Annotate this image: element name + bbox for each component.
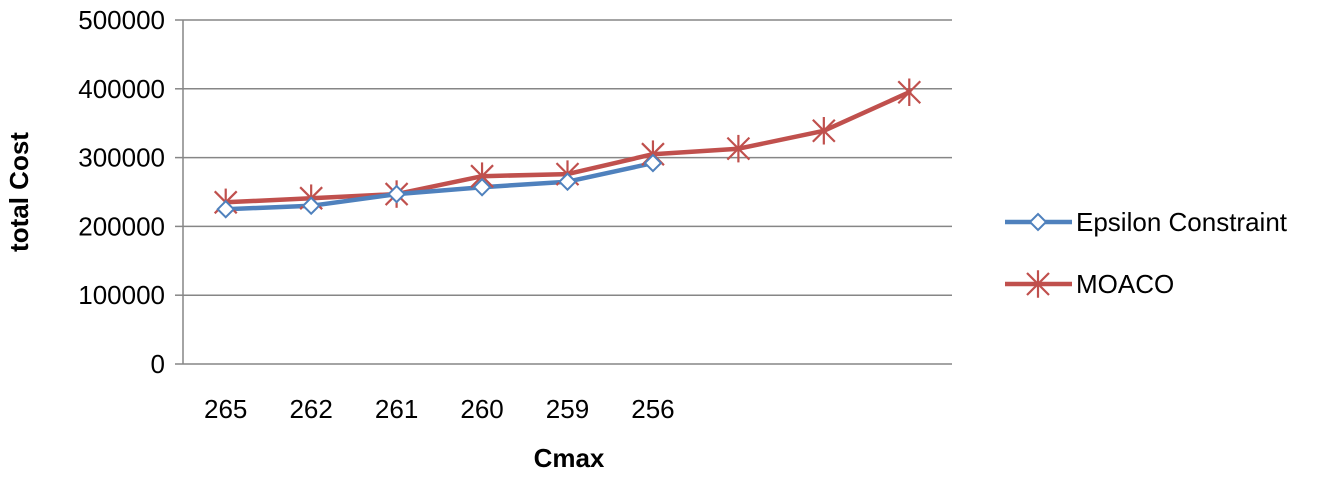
legend-item: Epsilon Constraint: [1005, 207, 1288, 237]
legend-label: Epsilon Constraint: [1076, 207, 1288, 237]
series-line-epsilon: [223, 160, 656, 212]
y-axis-title: total Cost: [4, 132, 34, 252]
y-tick-label: 400000: [78, 74, 165, 104]
data-point-epsilon: [216, 199, 236, 219]
legend-marker: [1028, 212, 1048, 232]
legend-marker: [1026, 270, 1050, 298]
x-tick-label: 260: [460, 394, 503, 424]
y-tick-label: 0: [151, 349, 165, 379]
y-tick-label: 300000: [78, 143, 165, 173]
x-axis-title: Cmax: [534, 443, 605, 473]
data-point-epsilon: [301, 196, 321, 216]
data-point-epsilon: [558, 172, 577, 192]
data-point-moaco: [812, 117, 836, 145]
data-point-moaco: [897, 78, 922, 106]
x-tick-label: 261: [375, 394, 418, 424]
label-layer: 0 100000 200000 300000 400000 500000 265 262 261…: [78, 5, 674, 424]
axis-layer: [175, 19, 952, 365]
x-tick-label: 265: [204, 394, 247, 424]
series-layer: [213, 78, 922, 219]
data-point-epsilon: [472, 177, 492, 197]
data-point-epsilon: [387, 184, 407, 204]
y-tick-label: 200000: [78, 211, 165, 241]
legend-item: MOACO: [1005, 269, 1174, 299]
x-tick-label: 262: [289, 394, 332, 424]
legend-label: MOACO: [1076, 269, 1174, 299]
legend: Epsilon Constraint MOACO: [1005, 207, 1288, 299]
data-point-epsilon: [643, 153, 663, 173]
grid-layer: [183, 19, 952, 296]
y-tick-label: 500000: [78, 5, 165, 35]
y-tick-label: 100000: [78, 280, 165, 310]
data-point-moaco: [726, 134, 751, 163]
x-tick-label: 259: [546, 394, 589, 424]
x-tick-label: 256: [631, 394, 674, 424]
